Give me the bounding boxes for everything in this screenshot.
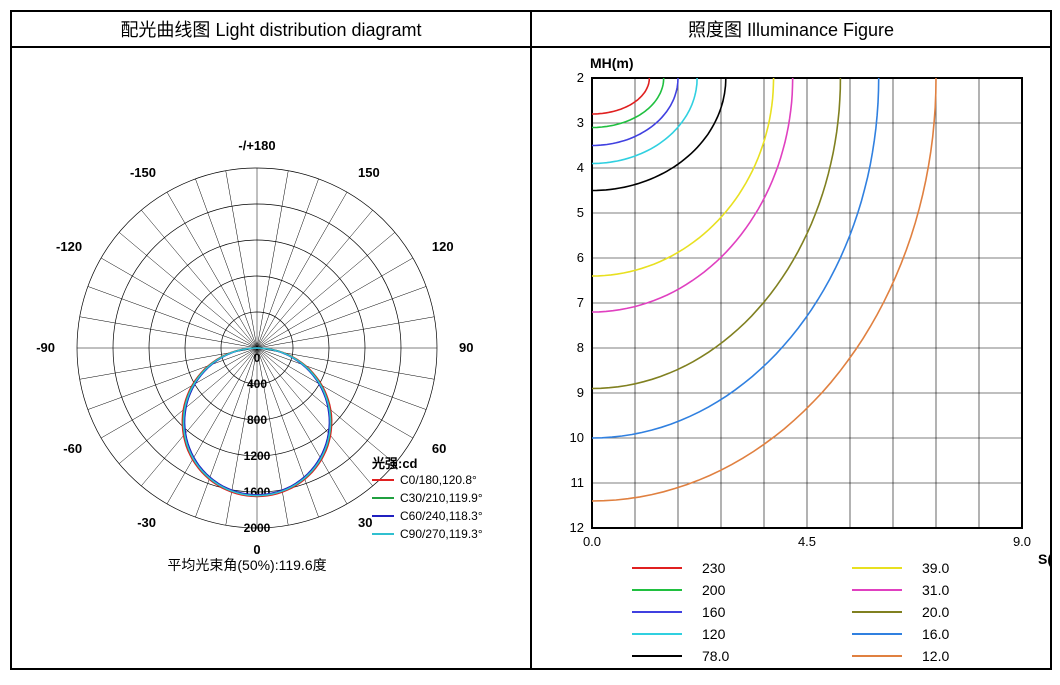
svg-text:C30/210,119.9°: C30/210,119.9°	[400, 491, 483, 505]
svg-text:12: 12	[570, 520, 584, 535]
svg-text:800: 800	[247, 413, 267, 427]
svg-text:11: 11	[571, 475, 585, 490]
svg-text:4: 4	[577, 160, 584, 175]
svg-text:16.0: 16.0	[922, 626, 949, 642]
svg-text:-120: -120	[56, 239, 82, 254]
svg-text:7: 7	[577, 295, 584, 310]
svg-text:C90/270,119.3°: C90/270,119.3°	[400, 527, 483, 541]
svg-text:160: 160	[702, 604, 726, 620]
svg-text:0: 0	[254, 351, 261, 365]
svg-text:C0/180,120.8°: C0/180,120.8°	[400, 473, 477, 487]
svg-text:120: 120	[432, 239, 454, 254]
svg-text:0.0: 0.0	[583, 534, 601, 549]
svg-text:60: 60	[432, 441, 446, 456]
illum-cell: MH(m) 2 3 4 5 6 7 8 9 10 11 120.0 4.5 9.0 S(m) 230 200 16…	[531, 47, 1051, 669]
header-right: 照度图 Illuminance Figure	[531, 11, 1051, 47]
svg-text:-/+180: -/+180	[238, 138, 275, 153]
svg-text:12.0: 12.0	[922, 648, 949, 664]
svg-text:150: 150	[358, 165, 380, 180]
svg-text:4.5: 4.5	[798, 534, 816, 549]
polar-cell: -/+180 150 120 90 60 30 0 -30 -60 -90 -120 -150 0 400…	[11, 47, 531, 669]
svg-text:6: 6	[577, 250, 584, 265]
svg-text:39.0: 39.0	[922, 560, 949, 576]
svg-text:-60: -60	[63, 441, 82, 456]
svg-text:MH(m): MH(m)	[590, 55, 634, 71]
svg-text:-150: -150	[130, 165, 156, 180]
svg-text:10: 10	[570, 430, 584, 445]
svg-text:400: 400	[247, 377, 267, 391]
svg-text:2: 2	[577, 70, 584, 85]
svg-text:平均光束角(50%):119.6度: 平均光束角(50%):119.6度	[167, 557, 326, 573]
svg-text:120: 120	[702, 626, 726, 642]
svg-text:200: 200	[702, 582, 726, 598]
svg-text:8: 8	[577, 340, 584, 355]
svg-text:31.0: 31.0	[922, 582, 949, 598]
illuminance-chart: MH(m) 2 3 4 5 6 7 8 9 10 11 120.0 4.5 9.0 S(m) 230 200 16…	[532, 48, 1051, 668]
header-left: 配光曲线图 Light distribution diagramt	[11, 11, 531, 47]
svg-text:2000: 2000	[244, 521, 271, 535]
polar-chart: -/+180 150 120 90 60 30 0 -30 -60 -90 -120 -150 0 400…	[12, 48, 531, 668]
svg-text:0: 0	[253, 542, 260, 557]
svg-text:3: 3	[577, 115, 584, 130]
svg-text:230: 230	[702, 560, 726, 576]
svg-text:-90: -90	[36, 340, 55, 355]
figure-container: 配光曲线图 Light distribution diagramt 照度图 Il…	[10, 10, 1052, 670]
svg-text:90: 90	[459, 340, 473, 355]
svg-text:20.0: 20.0	[922, 604, 949, 620]
svg-text:5: 5	[577, 205, 584, 220]
svg-text:-30: -30	[137, 515, 156, 530]
svg-text:光强:cd: 光强:cd	[371, 456, 418, 471]
svg-text:C60/240,118.3°: C60/240,118.3°	[400, 509, 483, 523]
svg-text:9.0: 9.0	[1013, 534, 1031, 549]
svg-text:30: 30	[358, 515, 372, 530]
svg-text:9: 9	[577, 385, 584, 400]
svg-text:S(m): S(m)	[1038, 551, 1051, 567]
svg-text:1200: 1200	[244, 449, 271, 463]
svg-text:78.0: 78.0	[702, 648, 729, 664]
